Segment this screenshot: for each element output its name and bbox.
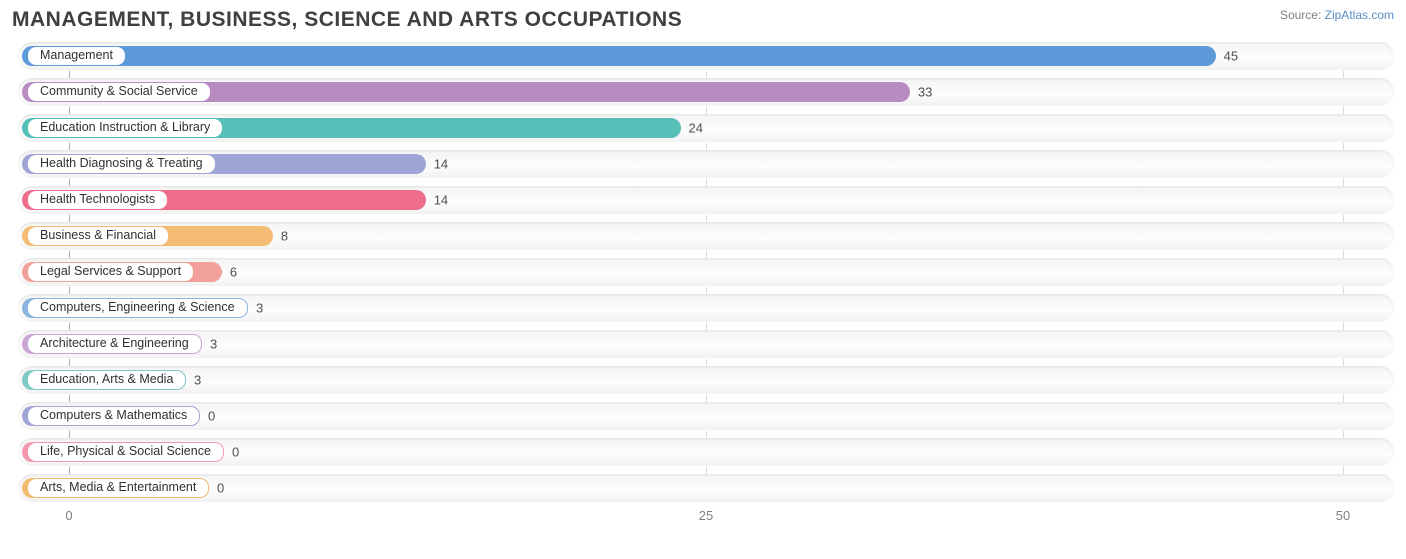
bar-row: Health Technologists 14 <box>18 186 1394 214</box>
source-link[interactable]: ZipAtlas.com <box>1325 8 1394 22</box>
chart-area: Management45Community & Social Service33… <box>12 42 1394 528</box>
value-label: 0 <box>217 481 224 496</box>
chart-source: Source: ZipAtlas.com <box>1280 8 1394 22</box>
category-pill: Computers & Mathematics <box>27 406 200 426</box>
category-pill: Health Diagnosing & Treating <box>27 154 216 174</box>
bar-row: Community & Social Service 33 <box>18 78 1394 106</box>
category-pill: Education, Arts & Media <box>27 370 186 390</box>
source-prefix: Source: <box>1280 8 1325 22</box>
bar-row: Management 45 <box>18 42 1394 70</box>
category-pill: Community & Social Service <box>27 82 211 102</box>
value-label: 3 <box>256 301 263 316</box>
value-label: 24 <box>689 121 703 136</box>
category-pill: Management <box>27 46 126 66</box>
bar-row: Health Diagnosing & Treating 14 <box>18 150 1394 178</box>
category-pill: Architecture & Engineering <box>27 334 202 354</box>
chart-header: MANAGEMENT, BUSINESS, SCIENCE AND ARTS O… <box>12 8 1394 32</box>
x-tick-label: 0 <box>65 508 72 523</box>
category-pill: Legal Services & Support <box>27 262 194 282</box>
x-tick-label: 50 <box>1336 508 1350 523</box>
bar-row: Life, Physical & Social Science 0 <box>18 438 1394 466</box>
category-pill: Education Instruction & Library <box>27 118 223 138</box>
category-pill: Health Technologists <box>27 190 168 210</box>
value-label: 33 <box>918 85 932 100</box>
category-pill: Business & Financial <box>27 226 169 246</box>
bar-row: Computers, Engineering & Science 3 <box>18 294 1394 322</box>
value-label: 8 <box>281 229 288 244</box>
value-label: 6 <box>230 265 237 280</box>
value-label: 45 <box>1224 49 1238 64</box>
value-label: 0 <box>232 445 239 460</box>
bar-row: Legal Services & Support 6 <box>18 258 1394 286</box>
value-label: 0 <box>208 409 215 424</box>
category-pill: Life, Physical & Social Science <box>27 442 224 462</box>
x-tick-label: 25 <box>699 508 713 523</box>
x-axis: 0 25 50 <box>18 506 1394 528</box>
plot-area: Management45Community & Social Service33… <box>18 42 1394 502</box>
bar-row: Architecture & Engineering 3 <box>18 330 1394 358</box>
chart-title: MANAGEMENT, BUSINESS, SCIENCE AND ARTS O… <box>12 8 682 32</box>
value-label: 3 <box>194 373 201 388</box>
bar-row: Business & Financial 8 <box>18 222 1394 250</box>
category-pill: Computers, Engineering & Science <box>27 298 248 318</box>
category-pill: Arts, Media & Entertainment <box>27 478 209 498</box>
value-label: 14 <box>434 193 448 208</box>
bar-row: Computers & Mathematics 0 <box>18 402 1394 430</box>
bar-row: Education, Arts & Media 3 <box>18 366 1394 394</box>
value-label: 3 <box>210 337 217 352</box>
bar-row: Education Instruction & Library 24 <box>18 114 1394 142</box>
value-label: 14 <box>434 157 448 172</box>
bar <box>22 46 1216 66</box>
bar-row: Arts, Media & Entertainment 0 <box>18 474 1394 502</box>
